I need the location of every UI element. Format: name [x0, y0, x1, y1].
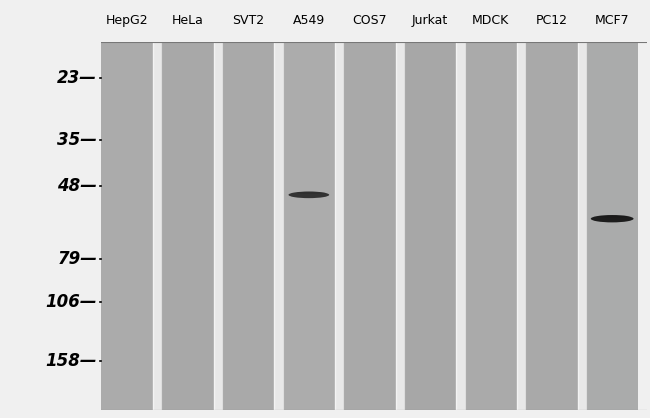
- Bar: [578, 42, 586, 410]
- Bar: [465, 42, 517, 410]
- Bar: [335, 42, 343, 410]
- Ellipse shape: [296, 192, 325, 194]
- Text: MDCK: MDCK: [472, 14, 510, 27]
- Text: Jurkat: Jurkat: [412, 14, 448, 27]
- Text: 79—: 79—: [57, 250, 97, 268]
- Bar: [343, 42, 396, 410]
- Text: A549: A549: [292, 14, 325, 27]
- Text: 158—: 158—: [46, 352, 97, 370]
- Ellipse shape: [289, 191, 329, 198]
- Bar: [274, 42, 283, 410]
- Bar: [517, 42, 525, 410]
- Bar: [153, 42, 161, 410]
- Text: HeLa: HeLa: [172, 14, 203, 27]
- Text: 106—: 106—: [46, 293, 97, 311]
- Bar: [101, 42, 153, 410]
- Text: SVT2: SVT2: [232, 14, 265, 27]
- Text: COS7: COS7: [352, 14, 387, 27]
- Bar: [586, 42, 638, 410]
- Text: PC12: PC12: [536, 14, 567, 27]
- Bar: [456, 42, 465, 410]
- Text: 23—: 23—: [57, 69, 97, 87]
- Bar: [525, 42, 578, 410]
- Bar: [161, 42, 214, 410]
- Bar: [404, 42, 456, 410]
- Bar: [396, 42, 404, 410]
- Bar: [222, 42, 274, 410]
- Ellipse shape: [591, 215, 634, 222]
- Text: HepG2: HepG2: [105, 14, 148, 27]
- Ellipse shape: [599, 215, 629, 218]
- Text: 48—: 48—: [57, 177, 97, 195]
- Text: 35—: 35—: [57, 130, 97, 148]
- Bar: [214, 42, 222, 410]
- Text: MCF7: MCF7: [595, 14, 629, 27]
- Bar: [283, 42, 335, 410]
